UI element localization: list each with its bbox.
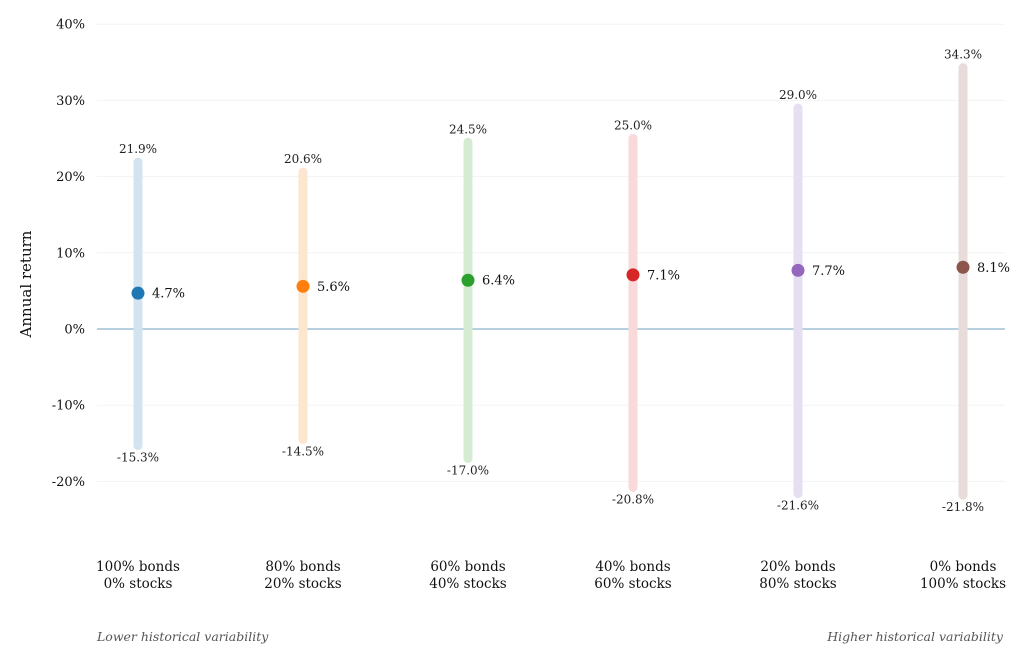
average-label: 7.1% xyxy=(647,268,680,283)
x-axis-categories: 100% bonds 0% stocks 80% bonds 20% stocks 60… xyxy=(96,559,1006,592)
y-tick-label: -10% xyxy=(52,399,85,414)
average-point xyxy=(956,260,970,274)
range-group: 25.0% -20.8% 7.1% xyxy=(612,119,680,507)
low-label: -14.5% xyxy=(282,444,324,458)
range-group: 29.0% -21.6% 7.7% xyxy=(777,88,845,513)
average-label: 8.1% xyxy=(977,261,1010,276)
low-label: -17.0% xyxy=(447,464,489,478)
category-label: 20% bonds 80% stocks xyxy=(759,559,837,592)
high-label: 29.0% xyxy=(779,88,817,102)
average-label: 6.4% xyxy=(482,274,515,289)
average-label: 4.7% xyxy=(152,287,185,302)
category-label: 100% bonds 0% stocks xyxy=(96,559,180,592)
high-label: 20.6% xyxy=(284,152,322,166)
high-label: 21.9% xyxy=(119,142,157,156)
y-tick-label: 40% xyxy=(56,18,85,33)
high-label: 24.5% xyxy=(449,122,487,136)
category-label: 40% bonds 60% stocks xyxy=(594,559,672,592)
y-axis-title: Annual return xyxy=(17,230,35,338)
grid-lines xyxy=(97,23,1005,482)
annotation-lower-variability: Lower historical variability xyxy=(96,629,269,644)
range-group: 21.9% -15.3% 4.7% xyxy=(117,142,185,464)
category-label: 60% bonds 40% stocks xyxy=(429,559,507,592)
y-tick-label: 10% xyxy=(56,246,85,261)
y-tick-label: -20% xyxy=(52,475,85,490)
y-tick-label: 0% xyxy=(64,323,85,338)
y-axis: 40% 30% 20% 10% 0% -10% -20% xyxy=(52,18,85,490)
range-group: 34.3% -21.8% 8.1% xyxy=(942,48,1010,514)
average-label: 5.6% xyxy=(317,280,350,295)
range-bars: 21.9% -15.3% 4.7% 20.6% -14.5% 5.6% 24.5% -17.0… xyxy=(117,48,1010,514)
average-point xyxy=(626,268,640,282)
low-label: -21.8% xyxy=(942,500,984,514)
y-tick-label: 20% xyxy=(56,170,85,185)
range-group: 24.5% -17.0% 6.4% xyxy=(447,122,515,477)
average-label: 7.7% xyxy=(812,264,845,279)
category-label: 80% bonds 20% stocks xyxy=(264,559,342,592)
y-tick-label: 30% xyxy=(56,94,85,109)
range-group: 20.6% -14.5% 5.6% xyxy=(282,152,350,458)
average-point xyxy=(461,273,475,287)
average-point xyxy=(791,263,805,277)
average-point xyxy=(131,286,145,300)
annotation-higher-variability: Higher historical variability xyxy=(826,629,1004,644)
low-label: -15.3% xyxy=(117,451,159,465)
high-label: 34.3% xyxy=(944,48,982,62)
high-label: 25.0% xyxy=(614,119,652,133)
average-point xyxy=(296,279,310,293)
category-label: 0% bonds 100% stocks xyxy=(920,559,1006,592)
low-label: -21.6% xyxy=(777,499,819,513)
low-label: -20.8% xyxy=(612,492,654,506)
